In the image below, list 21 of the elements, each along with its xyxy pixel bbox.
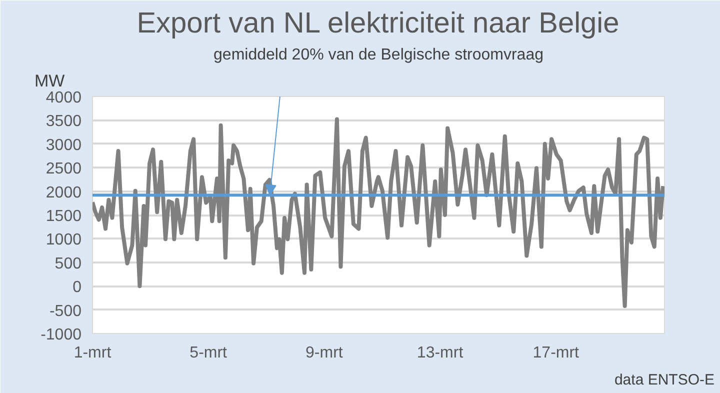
x-tick-label: 9-mrt <box>306 344 344 362</box>
line-series <box>92 117 664 308</box>
y-tick-label: 500 <box>54 255 82 272</box>
y-axis-title: MW <box>34 72 65 90</box>
x-tick-label: 1-mrt <box>74 344 112 362</box>
y-tick-label: 4000 <box>46 90 82 106</box>
chart-title: Export van NL elektriciteit naar Belgie <box>136 8 620 40</box>
text: gemiddeld 20% van de Belgische stroomvraag <box>214 46 544 64</box>
y-tick-label: 3000 <box>46 136 82 154</box>
x-tick-label: 5-mrt <box>190 344 228 362</box>
y-tick-label: 2000 <box>46 184 82 202</box>
y-tick-label: -500 <box>49 302 82 320</box>
y-tick-label: 1500 <box>46 208 82 225</box>
text: data ENTSO-E <box>614 372 715 388</box>
y-tick-label: 2500 <box>46 160 82 178</box>
y-tick-label: 1000 <box>46 232 82 249</box>
y-tick-label: -1000 <box>40 326 82 344</box>
y-tick-label: 3500 <box>46 113 82 130</box>
y-tick-label: 0 <box>72 279 82 296</box>
x-tick-label: 17-mrt <box>532 344 580 362</box>
x-tick-label: 13-mrt <box>416 344 464 362</box>
